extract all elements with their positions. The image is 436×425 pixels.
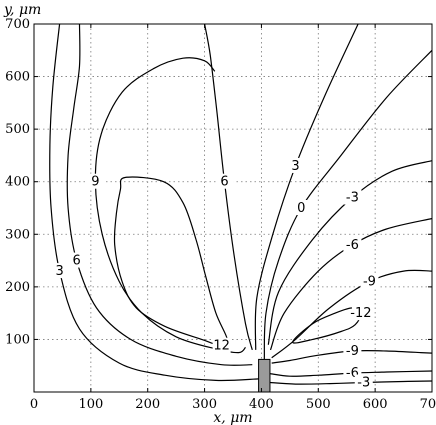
contour-label: 3 — [291, 159, 299, 174]
contour-line — [254, 23, 359, 350]
x-tick-label: 400 — [249, 397, 274, 412]
x-tick-label: 500 — [306, 397, 331, 412]
contour-line — [267, 160, 433, 345]
y-tick-label: 600 — [5, 70, 30, 85]
x-tick-label: 100 — [78, 397, 103, 412]
contour-label: -3 — [346, 190, 359, 205]
contour-label: 0 — [297, 201, 305, 216]
contour-label-bg — [343, 342, 362, 358]
contour-line — [269, 217, 433, 351]
x-tick-label: 200 — [135, 397, 160, 412]
x-tick-label: 600 — [363, 397, 388, 412]
y-axis-ticks: 100 200 300 400 500 600 700 — [5, 17, 432, 347]
y-tick-label: 300 — [5, 227, 30, 242]
contour-line — [113, 176, 229, 347]
contour-label: -9 — [346, 344, 359, 359]
contour-label: -6 — [346, 238, 359, 253]
contour-label: -3 — [357, 376, 370, 391]
y-tick-label: 200 — [5, 280, 30, 295]
y-axis-label: y, μm — [3, 2, 41, 18]
contour-label-bg — [212, 337, 231, 353]
contour-label-bg — [286, 157, 305, 173]
contour-label-bg — [343, 189, 362, 205]
contour-label-bg — [50, 263, 69, 279]
contour-label: 3 — [55, 264, 63, 279]
contour-line — [269, 380, 433, 385]
grid — [34, 24, 432, 392]
contour-lines — [49, 23, 433, 385]
contour-label-bg — [292, 200, 311, 215]
x-axis-label: x, μm — [213, 410, 252, 425]
y-tick-label: 100 — [5, 332, 30, 347]
x-tick-label: 0 — [30, 397, 38, 412]
contour-label-bg — [86, 173, 105, 189]
contour-label-bg — [215, 173, 234, 189]
x-tick-label: 300 — [192, 397, 217, 412]
x-tick-label: 700 — [420, 397, 436, 412]
contour-label: -9 — [363, 275, 376, 290]
y-tick-label: 700 — [5, 17, 30, 32]
contour-line — [269, 370, 433, 377]
contour-line — [49, 23, 259, 382]
electrode-marker — [258, 358, 271, 393]
contour-label: 6 — [73, 254, 81, 269]
y-tick-label: 500 — [5, 122, 30, 137]
x-axis-ticks: 0 100 200 300 400 500 600 700 — [30, 24, 436, 412]
contour-label-bg — [343, 236, 362, 252]
contour-label-bg — [360, 273, 379, 289]
contour-label-bg — [67, 252, 86, 268]
contour-label: -12 — [350, 306, 371, 321]
contour-label: 6 — [220, 175, 228, 190]
contour-label: 12 — [213, 339, 230, 354]
contour-line — [66, 23, 253, 366]
contour-label-bg — [354, 374, 373, 390]
contour-label: 9 — [91, 175, 99, 190]
plot-frame — [33, 23, 433, 393]
y-tick-label: 400 — [5, 175, 30, 190]
contour-label-bg — [351, 305, 370, 321]
